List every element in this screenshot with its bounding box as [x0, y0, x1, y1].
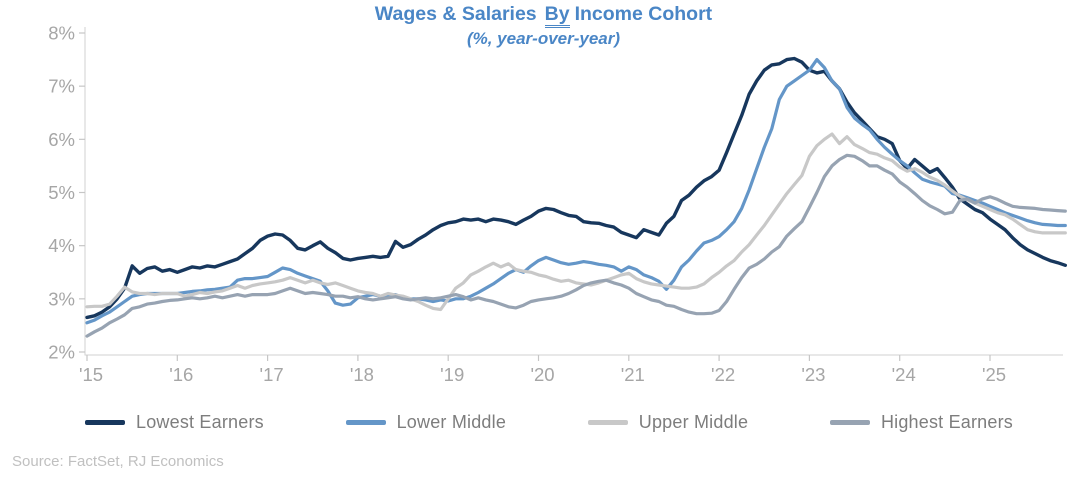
series-line-lower-middle [85, 57, 1067, 325]
y-axis-label: 7% [48, 76, 75, 97]
source-note: Source: FactSet, RJ Economics [12, 453, 224, 470]
x-axis-label: '21 [621, 364, 645, 385]
legend-swatch-highest-earners [829, 420, 870, 425]
y-axis-label: 4% [48, 235, 75, 256]
y-axis-label: 3% [48, 288, 75, 309]
x-axis-label: '15 [79, 364, 103, 385]
x-axis-label: '25 [982, 364, 1006, 385]
y-axis-label: 8% [48, 23, 75, 44]
legend-swatch-lowest-earners [85, 420, 125, 425]
y-axis-label: 2% [48, 342, 75, 363]
series-line-highest-earners [85, 153, 1067, 338]
legend-label-lower-middle: Lower Middle [396, 412, 507, 432]
chart-title: Wages & Salaries By Income Cohort [0, 2, 1087, 28]
chart-legend: Lowest Earners Lower Middle Upper Middle… [85, 412, 1013, 433]
legend-swatch-upper-middle [587, 420, 628, 425]
legend-item-upper-middle: Upper Middle [587, 412, 749, 433]
x-axis-label: '20 [530, 364, 554, 385]
chart-title-part1: Wages & Salaries [374, 3, 537, 25]
x-axis-label: '22 [711, 364, 735, 385]
chart-title-part2: Income Cohort [574, 3, 713, 25]
legend-item-lowest-earners: Lowest Earners [85, 412, 264, 433]
x-axis-label: '19 [440, 364, 464, 385]
legend-label-highest-earners: Highest Earners [880, 412, 1013, 432]
series-line-lowest-earners [85, 56, 1068, 320]
y-axis-label: 6% [48, 129, 75, 150]
x-axis-label: '23 [801, 364, 825, 385]
chart-title-block: Wages & Salaries By Income Cohort (%, year… [0, 2, 1087, 50]
legend-item-lower-middle: Lower Middle [345, 412, 507, 433]
legend-item-highest-earners: Highest Earners [829, 412, 1013, 433]
legend-swatch-lower-middle [345, 420, 386, 425]
x-axis-label: '16 [169, 364, 193, 385]
chart-subtitle: (%, year-over-year) [466, 29, 621, 49]
x-axis-label: '24 [892, 364, 916, 385]
chart-title-underlined-word: By [544, 3, 570, 28]
legend-label-upper-middle: Upper Middle [638, 412, 749, 432]
legend-label-lowest-earners: Lowest Earners [136, 412, 264, 432]
series-line-upper-middle [85, 132, 1067, 312]
x-axis-label: '17 [260, 364, 284, 385]
x-axis-label: '18 [350, 364, 374, 385]
y-axis-label: 5% [48, 182, 75, 203]
